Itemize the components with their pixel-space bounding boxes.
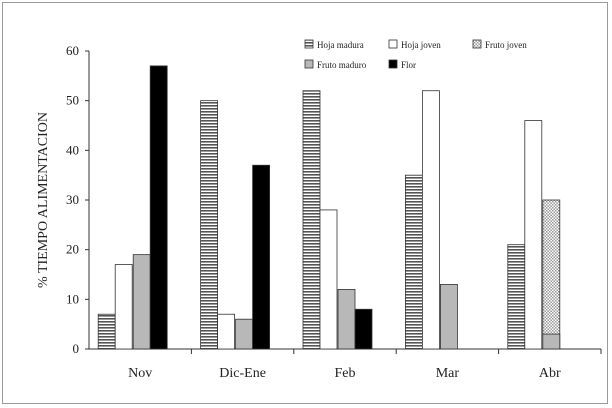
bar-fruto-maduro-abr <box>542 333 561 350</box>
legend-label: Flor <box>401 60 416 70</box>
bar-hoja-madura-abr <box>507 244 526 350</box>
bar-hoja-joven-dic-ene <box>217 313 236 350</box>
y-tick-label: 10 <box>66 291 79 306</box>
x-tick-label: Dic-Ene <box>219 366 266 381</box>
legend-swatch <box>472 39 482 49</box>
bar-flor-nov <box>149 65 168 350</box>
legend-swatch <box>304 39 314 49</box>
y-tick-label: 50 <box>66 93 79 108</box>
bar-flor-feb <box>354 308 373 350</box>
bar-flor-dic-ene <box>252 164 271 350</box>
bar-hoja-joven-mar <box>421 90 440 350</box>
legend: Hoja madura Hoja joven Fruto joven Fruto ma… <box>304 39 527 70</box>
legend-label: Hoja joven <box>401 40 441 50</box>
x-tick-label: Feb <box>335 366 356 381</box>
y-tick-label: 30 <box>66 192 79 207</box>
y-tick-label: 20 <box>66 242 79 257</box>
y-tick-label: 60 <box>66 43 79 58</box>
legend-swatch <box>388 59 398 69</box>
bar-fruto-maduro-nov <box>132 254 151 350</box>
bar-fruto-maduro-dic-ene <box>235 318 254 350</box>
bar-fruto-maduro-mar <box>439 284 458 350</box>
x-tick-label: Mar <box>436 366 460 381</box>
axes: 0 10 20 30 40 50 60 Nov Dic-Ene Feb Mar Abr <box>66 43 602 381</box>
bar-hoja-madura-mar <box>404 174 423 350</box>
chart-frame: 0 10 20 30 40 50 60 Nov Dic-Ene Feb Mar Abr Hoja ma… <box>2 2 608 404</box>
legend-label: Fruto joven <box>485 40 527 50</box>
x-tick-label: Nov <box>128 366 152 381</box>
bar-hoja-madura-dic-ene <box>200 100 219 350</box>
legend-label: Fruto maduro <box>317 60 367 70</box>
y-axis-title: % TIEMPO ALIMENTACION <box>36 112 51 288</box>
bar-hoja-joven-abr <box>524 120 543 350</box>
bar-chart: 0 10 20 30 40 50 60 Nov Dic-Ene Feb Mar Abr Hoja ma… <box>36 39 602 381</box>
bars <box>97 65 561 350</box>
y-tick-label: 40 <box>66 142 79 157</box>
x-tick-label: Abr <box>539 366 561 381</box>
legend-label: Hoja madura <box>317 40 364 50</box>
legend-swatch <box>388 39 398 49</box>
bar-fruto-joven-abr <box>542 199 561 350</box>
bar-hoja-joven-nov <box>114 264 133 350</box>
bar-hoja-joven-feb <box>319 209 338 350</box>
bar-fruto-maduro-feb <box>337 288 356 350</box>
bar-hoja-madura-feb <box>302 90 321 350</box>
y-tick-label: 0 <box>73 341 80 356</box>
bar-hoja-madura-nov <box>97 313 116 350</box>
legend-swatch <box>304 59 314 69</box>
